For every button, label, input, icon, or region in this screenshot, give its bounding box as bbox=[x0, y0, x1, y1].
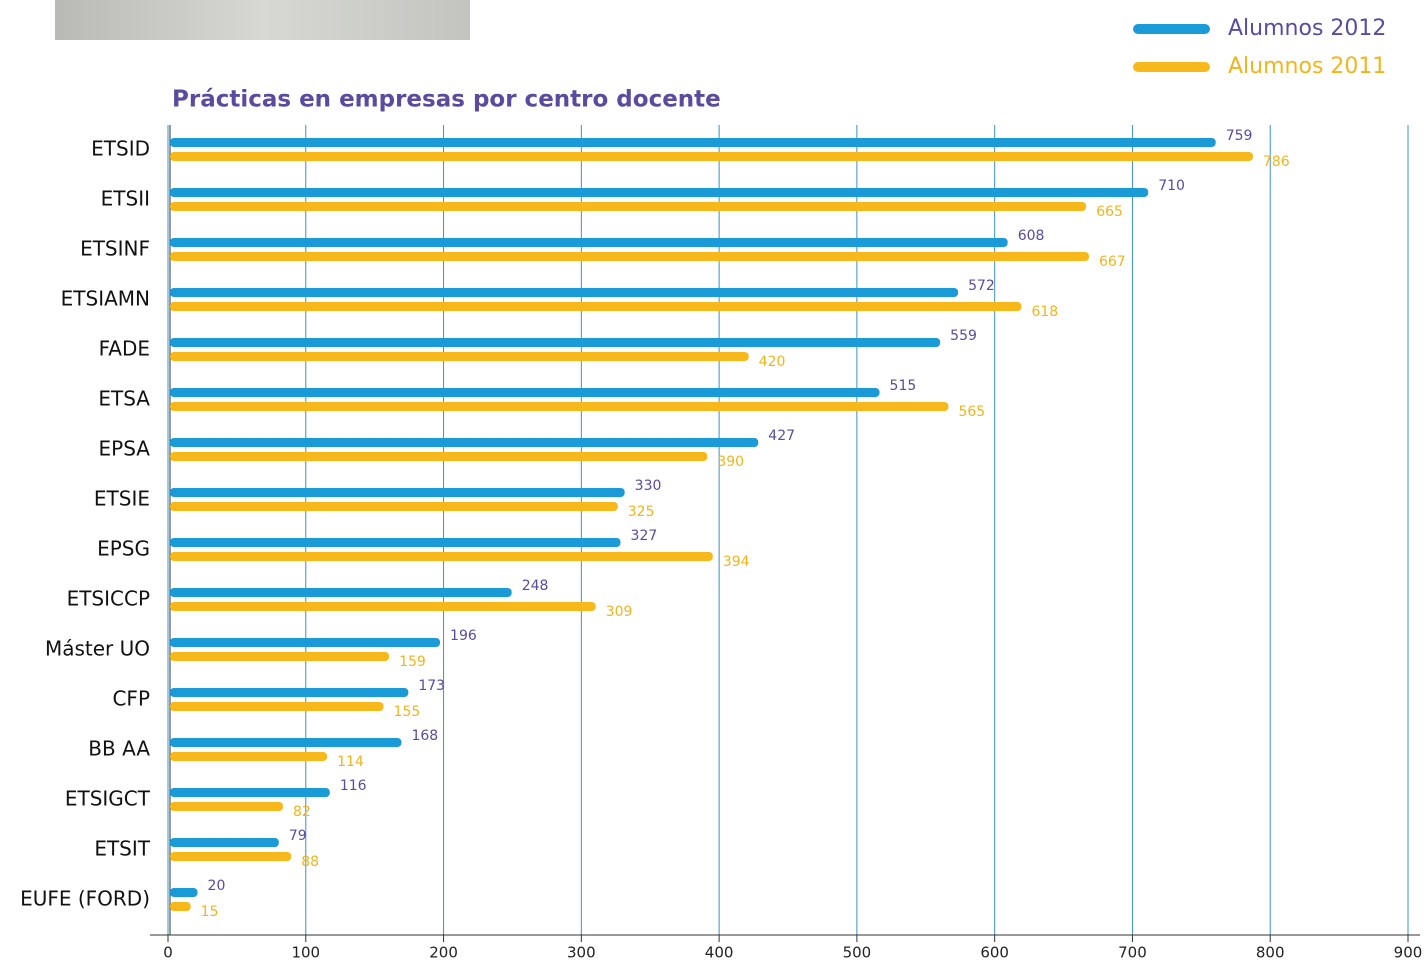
bar bbox=[170, 138, 1216, 147]
chart: Prácticas en empresas por centro docente… bbox=[0, 0, 1427, 967]
value-label: 710 bbox=[1158, 178, 1185, 194]
bar bbox=[170, 388, 880, 397]
value-label: 248 bbox=[522, 578, 549, 594]
x-tick-label: 100 bbox=[291, 944, 320, 962]
x-tick-label: 200 bbox=[429, 944, 458, 962]
x-tick-label: 600 bbox=[980, 944, 1009, 962]
y-tick-label: BB AA bbox=[88, 737, 150, 761]
y-tick-label: ETSIT bbox=[94, 837, 150, 861]
y-tick-label: ETSIGCT bbox=[65, 787, 151, 811]
value-label: 20 bbox=[208, 878, 226, 894]
value-label: 572 bbox=[968, 278, 995, 294]
bar bbox=[170, 888, 198, 897]
value-label: 327 bbox=[631, 528, 658, 544]
value-label: 330 bbox=[635, 478, 662, 494]
value-label: 168 bbox=[411, 728, 438, 744]
value-label: 155 bbox=[394, 704, 421, 720]
value-label: 88 bbox=[301, 854, 319, 870]
chart-title: Prácticas en empresas por centro docente bbox=[172, 87, 721, 113]
value-label: 196 bbox=[450, 628, 477, 644]
legend-swatch bbox=[1133, 62, 1210, 72]
bar bbox=[170, 402, 948, 411]
bar bbox=[170, 452, 707, 461]
bar bbox=[170, 838, 279, 847]
bar bbox=[170, 638, 440, 647]
y-tick-label: ETSINF bbox=[80, 237, 150, 261]
bar bbox=[170, 302, 1021, 311]
bar bbox=[170, 802, 283, 811]
value-label: 82 bbox=[293, 804, 311, 820]
x-tick-label: 500 bbox=[843, 944, 872, 962]
bar bbox=[170, 338, 940, 347]
bar bbox=[170, 502, 618, 511]
bar bbox=[170, 352, 749, 361]
photo-fragment bbox=[55, 0, 470, 40]
value-label: 618 bbox=[1031, 304, 1058, 320]
bar bbox=[170, 852, 291, 861]
value-label: 420 bbox=[759, 354, 786, 370]
bar bbox=[170, 602, 596, 611]
legend-label: Alumnos 2011 bbox=[1228, 54, 1386, 79]
bar bbox=[170, 702, 384, 711]
x-tick-label: 0 bbox=[163, 944, 173, 962]
legend-label: Alumnos 2012 bbox=[1228, 16, 1386, 41]
value-label: 565 bbox=[958, 404, 985, 420]
bar bbox=[170, 752, 327, 761]
bar bbox=[170, 788, 330, 797]
y-tick-label: EUFE (FORD) bbox=[20, 887, 150, 911]
x-tick-label: 900 bbox=[1394, 944, 1423, 962]
y-tick-label: ETSIAMN bbox=[61, 287, 150, 311]
value-label: 15 bbox=[201, 904, 219, 920]
y-tick-label: ETSII bbox=[101, 187, 150, 211]
y-tick-label: EPSA bbox=[99, 437, 151, 461]
y-tick-label: FADE bbox=[99, 337, 150, 361]
value-label: 116 bbox=[340, 778, 367, 794]
y-tick-label: Máster UO bbox=[45, 637, 150, 661]
value-label: 79 bbox=[289, 828, 307, 844]
legend-swatch bbox=[1133, 24, 1210, 34]
bar bbox=[170, 738, 401, 747]
x-tick-label: 300 bbox=[567, 944, 596, 962]
y-tick-label: ETSA bbox=[98, 387, 150, 411]
value-label: 667 bbox=[1099, 254, 1126, 270]
value-label: 427 bbox=[768, 428, 795, 444]
y-tick-label: EPSG bbox=[97, 537, 150, 561]
value-label: 786 bbox=[1263, 154, 1290, 170]
bar bbox=[170, 438, 758, 447]
value-label: 114 bbox=[337, 754, 364, 770]
bar bbox=[170, 488, 625, 497]
value-label: 390 bbox=[717, 454, 744, 470]
y-tick-label: CFP bbox=[112, 687, 150, 711]
value-label: 159 bbox=[399, 654, 426, 670]
bar bbox=[170, 188, 1148, 197]
bar bbox=[170, 252, 1089, 261]
bar bbox=[170, 288, 958, 297]
y-tick-label: ETSICCP bbox=[67, 587, 150, 611]
x-tick-label: 800 bbox=[1256, 944, 1285, 962]
value-label: 559 bbox=[950, 328, 977, 344]
bar bbox=[170, 588, 512, 597]
bar bbox=[170, 688, 408, 697]
bar bbox=[170, 902, 191, 911]
value-label: 325 bbox=[628, 504, 655, 520]
y-tick-label: ETSIE bbox=[94, 487, 150, 511]
value-label: 608 bbox=[1018, 228, 1045, 244]
value-label: 309 bbox=[606, 604, 633, 620]
value-label: 173 bbox=[418, 678, 445, 694]
x-tick-label: 400 bbox=[705, 944, 734, 962]
bar bbox=[170, 152, 1253, 161]
bar bbox=[170, 552, 713, 561]
bar bbox=[170, 652, 389, 661]
bar bbox=[170, 202, 1086, 211]
value-label: 759 bbox=[1226, 128, 1253, 144]
bar bbox=[170, 538, 621, 547]
bar bbox=[170, 238, 1008, 247]
x-tick-label: 700 bbox=[1118, 944, 1147, 962]
y-tick-label: ETSID bbox=[91, 137, 150, 161]
value-label: 665 bbox=[1096, 204, 1123, 220]
value-label: 394 bbox=[723, 554, 750, 570]
value-label: 515 bbox=[890, 378, 917, 394]
